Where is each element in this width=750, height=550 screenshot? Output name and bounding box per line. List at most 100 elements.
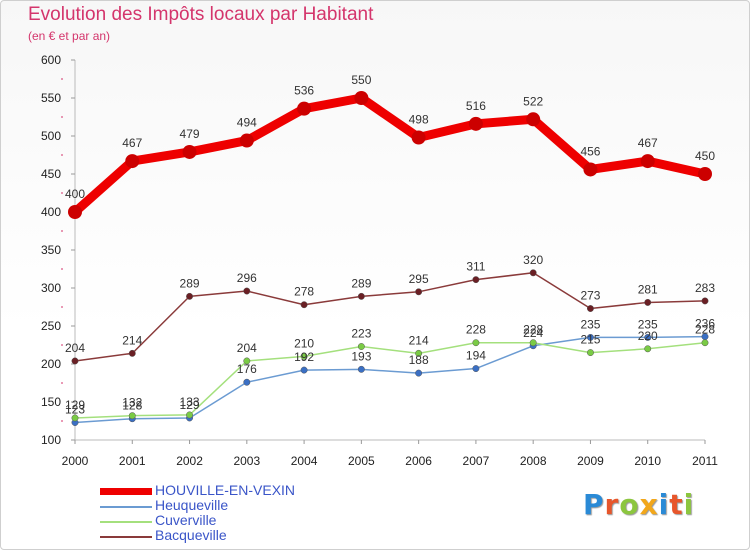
logo-letter: r [604, 488, 620, 521]
y-tick-label: 400 [41, 205, 61, 219]
y-tick-label: 350 [41, 243, 61, 257]
data-point-houville-en-vexin [583, 162, 598, 177]
data-label-bacqueville: 320 [523, 253, 543, 267]
legend-swatch [100, 521, 152, 523]
data-point-heuqueville [472, 365, 480, 373]
series-line-cuverville [74, 341, 706, 419]
data-point-heuqueville [415, 369, 423, 377]
logo-letter: x [639, 488, 659, 521]
data-label-cuverville: 228 [523, 323, 543, 337]
data-label-heuqueville: 235 [638, 317, 658, 331]
data-label-bacqueville: 311 [466, 260, 485, 274]
x-tick-label: 2003 [233, 454, 260, 468]
data-point-heuqueville [357, 365, 365, 373]
data-label-cuverville: 210 [294, 336, 314, 350]
y-tick-label: 200 [41, 357, 61, 371]
legend-label: HOUVILLE-EN-VEXIN [155, 482, 296, 498]
y-tick-label: 500 [41, 129, 61, 143]
data-label-bacqueville: 214 [122, 333, 142, 347]
data-label-houville-en-vexin: 400 [65, 187, 85, 201]
data-label-houville-en-vexin: 536 [294, 84, 314, 98]
data-point-bacqueville [415, 288, 423, 296]
data-point-bacqueville [128, 349, 136, 357]
data-point-bacqueville [587, 305, 594, 312]
chart-subtitle: (en € et par an) [28, 29, 111, 43]
data-point-heuqueville [243, 378, 251, 386]
data-point-cuverville [701, 339, 709, 347]
data-label-heuqueville: 192 [294, 350, 314, 364]
y-tick-label: 300 [41, 281, 61, 295]
data-point-heuqueville [644, 333, 652, 341]
data-point-cuverville [128, 412, 136, 420]
series-line-bacqueville [74, 272, 706, 362]
y-tick-label: 600 [41, 53, 61, 67]
y-tick-label: 150 [41, 395, 61, 409]
data-label-heuqueville: 188 [409, 353, 429, 367]
legend-swatch [100, 488, 152, 495]
y-tick-label: 450 [41, 167, 61, 181]
logo-letter: t [669, 488, 684, 521]
data-point-bacqueville [71, 357, 79, 365]
series-line-houville-en-vexin [70, 93, 710, 217]
data-point-bacqueville [357, 292, 365, 300]
data-label-houville-en-vexin: 498 [409, 113, 429, 127]
data-label-cuverville: 133 [180, 395, 200, 409]
data-point-bacqueville [644, 298, 652, 306]
data-label-houville-en-vexin: 450 [695, 149, 715, 163]
data-label-bacqueville: 273 [580, 289, 600, 303]
x-tick-label: 2000 [62, 454, 89, 468]
data-point-heuqueville [587, 333, 594, 341]
x-tick-label: 2001 [119, 454, 146, 468]
data-point-bacqueville [529, 269, 537, 277]
data-point-houville-en-vexin [68, 205, 82, 219]
data-label-bacqueville: 278 [294, 285, 314, 299]
data-label-bacqueville: 289 [180, 276, 200, 290]
data-point-houville-en-vexin [125, 154, 140, 169]
data-point-bacqueville [186, 292, 193, 300]
data-label-cuverville: 132 [122, 396, 142, 410]
data-label-bacqueville: 296 [237, 271, 257, 285]
legend-swatch [100, 536, 152, 538]
data-point-cuverville [300, 352, 308, 360]
data-point-cuverville [357, 343, 365, 350]
data-label-heuqueville: 123 [65, 403, 85, 417]
legend-swatch [100, 506, 152, 508]
data-point-houville-en-vexin [468, 116, 483, 131]
data-label-bacqueville: 281 [638, 282, 658, 296]
data-label-heuqueville: 194 [466, 349, 486, 363]
data-point-houville-en-vexin [640, 154, 655, 169]
data-label-cuverville: 214 [409, 333, 429, 347]
logo-letter: i [658, 488, 670, 521]
data-label-cuverville: 129 [65, 398, 85, 412]
data-label-houville-en-vexin: 516 [466, 99, 486, 113]
data-label-houville-en-vexin: 467 [122, 136, 142, 150]
data-point-houville-en-vexin [239, 133, 254, 148]
data-label-cuverville: 215 [580, 333, 600, 347]
data-point-bacqueville [300, 301, 308, 309]
legend-label: Cuverville [155, 512, 217, 528]
data-point-houville-en-vexin [698, 167, 712, 181]
data-point-cuverville [71, 414, 79, 422]
data-label-heuqueville: 193 [351, 349, 371, 363]
data-point-bacqueville [243, 287, 251, 295]
data-point-cuverville [472, 339, 480, 347]
x-tick-label: 2011 [692, 454, 718, 468]
data-point-cuverville [415, 349, 423, 357]
data-point-houville-en-vexin [182, 144, 197, 159]
data-label-houville-en-vexin: 494 [237, 116, 257, 130]
x-tick-label: 2010 [634, 454, 661, 468]
data-label-houville-en-vexin: 550 [351, 73, 371, 87]
data-label-cuverville: 220 [638, 329, 658, 343]
data-label-cuverville: 228 [466, 323, 486, 337]
logo-letter: P [583, 488, 605, 521]
x-tick-label: 2004 [291, 454, 318, 468]
data-label-bacqueville: 289 [351, 276, 371, 290]
data-label-bacqueville: 295 [409, 272, 429, 286]
data-point-houville-en-vexin [354, 91, 369, 105]
data-label-houville-en-vexin: 522 [523, 94, 543, 108]
data-point-cuverville [587, 349, 594, 357]
series-layer [68, 91, 712, 426]
